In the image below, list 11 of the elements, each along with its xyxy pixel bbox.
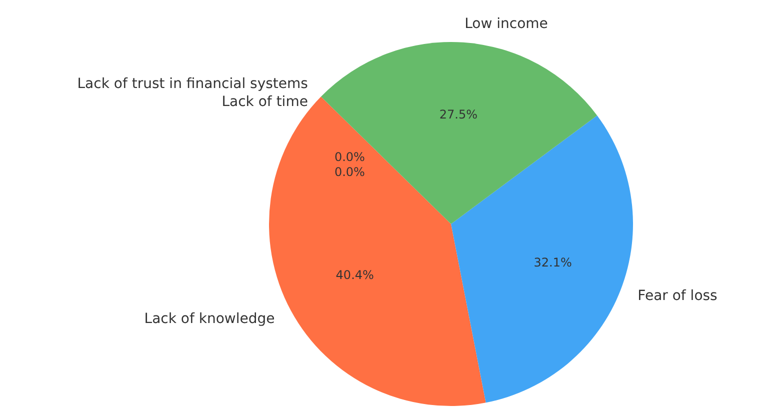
- category-label: Lack of trust in financial systems: [77, 76, 308, 92]
- pie-slice: [320, 42, 598, 224]
- data-label: 27.5%: [439, 107, 478, 122]
- slice-label: Lack of knowledge: [144, 310, 275, 327]
- category-label: Lack of time: [222, 94, 308, 110]
- text: 0.0%: [334, 164, 365, 179]
- slice-label: Fear of loss: [638, 288, 718, 304]
- data-label: 40.4%: [336, 268, 374, 282]
- text: 0.0%: [334, 150, 365, 164]
- data-label: 32.1%: [534, 256, 572, 270]
- slice-label: Low income: [464, 16, 548, 32]
